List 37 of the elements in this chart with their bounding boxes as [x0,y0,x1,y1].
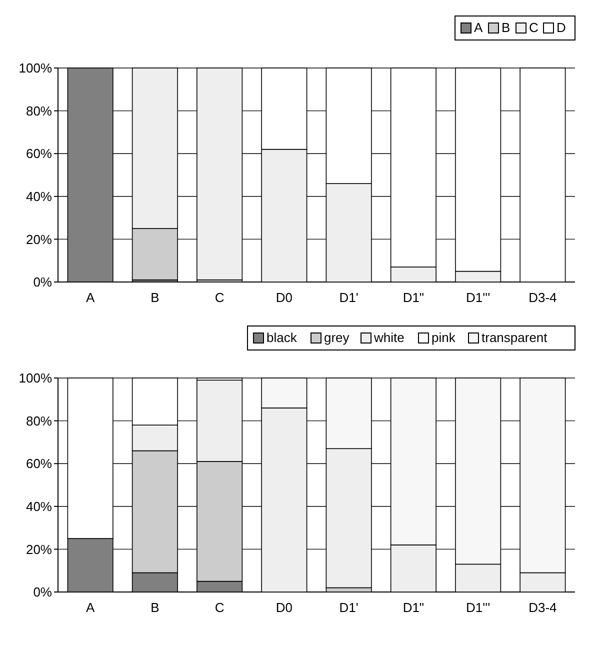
legend-label: white [373,330,404,345]
x-tick-label: D0 [276,600,292,615]
x-tick-label: D1''' [466,600,490,615]
y-tick-label: 40% [26,498,52,514]
x-tick-label: D1" [402,290,424,305]
x-tick-label: D0 [276,290,292,305]
y-tick-label: 40% [26,188,52,204]
x-tick-label: A [86,290,95,305]
y-tick-label: 20% [26,542,52,557]
y-tick-label: 60% [26,456,52,472]
x-tick-label: D3-4 [528,290,557,305]
x-tick-label: B [150,600,160,615]
legend-label: B [502,20,510,35]
x-tick-label: D1''' [466,290,490,305]
legend-label: D [556,20,566,35]
legend-label: grey [324,330,350,345]
x-tick-label: C [214,600,224,615]
y-tick-label: 100% [18,60,52,76]
legend-label: pink [432,330,456,345]
legend-label: C [529,20,538,35]
y-tick-label: 0% [33,274,52,290]
x-tick-label: B [150,290,160,305]
legend-label: transparent [482,330,548,345]
x-tick-label: D1" [402,600,424,615]
y-tick-label: 80% [26,103,52,118]
y-tick-label: 0% [33,584,52,600]
y-tick-label: 80% [26,413,52,428]
x-tick-label: A [86,600,95,615]
legend-label: A [474,20,483,35]
x-tick-label: D1' [339,600,358,615]
y-tick-label: 60% [26,146,52,162]
y-tick-label: 20% [26,232,52,247]
legend-label: black [266,330,298,345]
y-tick-label: 100% [18,370,52,386]
x-tick-label: D3-4 [528,600,557,615]
x-tick-label: C [214,290,224,305]
x-tick-label: D1' [339,290,358,305]
